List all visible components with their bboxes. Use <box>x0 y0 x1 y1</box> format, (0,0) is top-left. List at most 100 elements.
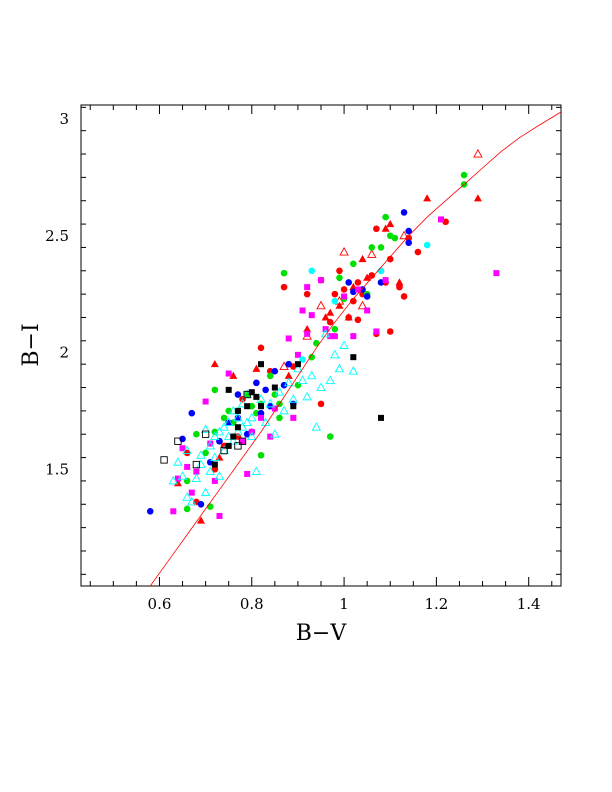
data-point <box>206 503 214 510</box>
data-point <box>253 379 260 387</box>
data-point <box>271 405 278 412</box>
data-point <box>391 234 399 242</box>
data-point <box>303 324 312 333</box>
data-point <box>220 414 228 422</box>
data-point <box>220 446 228 455</box>
data-point <box>438 216 444 223</box>
data-point <box>200 487 211 497</box>
data-point <box>265 398 275 408</box>
data-point <box>294 381 302 389</box>
data-point <box>229 371 238 379</box>
data-point <box>243 390 251 399</box>
data-point <box>331 290 339 298</box>
data-point <box>238 437 247 445</box>
x-tick-label: 1 <box>339 595 349 613</box>
data-point <box>211 386 219 394</box>
data-point <box>280 269 288 277</box>
data-point <box>327 333 334 340</box>
data-point <box>423 194 432 202</box>
data-point <box>202 449 209 457</box>
y-tick-label: 1.5 <box>45 460 69 478</box>
data-point <box>423 241 431 249</box>
data-point <box>247 412 257 422</box>
data-point <box>326 308 335 316</box>
data-point <box>382 277 389 284</box>
data-point <box>211 465 219 473</box>
data-point <box>183 477 191 485</box>
data-point <box>179 435 186 443</box>
data-point <box>400 293 408 300</box>
data-point <box>173 479 182 487</box>
data-point <box>257 409 265 417</box>
data-point <box>358 254 367 263</box>
data-point <box>399 230 409 240</box>
data-point <box>357 300 368 310</box>
data-point <box>330 349 340 359</box>
data-point <box>193 468 200 475</box>
data-point <box>280 283 288 291</box>
data-point <box>257 451 265 459</box>
data-point <box>299 356 306 363</box>
data-point <box>182 492 192 501</box>
data-point <box>225 370 232 377</box>
data-point <box>202 398 209 405</box>
data-point <box>196 450 206 459</box>
data-point <box>316 300 326 310</box>
data-point <box>177 471 188 480</box>
data-point <box>271 384 278 391</box>
data-point <box>279 405 289 415</box>
data-point <box>297 375 308 384</box>
data-point <box>293 363 303 373</box>
data-point <box>350 333 357 340</box>
data-point <box>354 279 362 286</box>
data-point <box>473 148 483 158</box>
data-point <box>183 505 191 513</box>
data-point <box>290 414 297 421</box>
data-point <box>308 312 315 319</box>
data-point <box>258 361 264 368</box>
data-point <box>210 431 220 441</box>
data-point <box>253 393 260 400</box>
data-point <box>363 273 372 281</box>
data-point <box>160 456 168 464</box>
data-point <box>336 274 343 282</box>
data-point <box>382 213 389 221</box>
data-point <box>192 460 201 469</box>
x-tick-label: 0.8 <box>240 595 264 613</box>
data-point <box>234 391 242 398</box>
data-point <box>350 297 357 305</box>
data-point <box>200 424 211 434</box>
data-point <box>304 284 311 291</box>
data-point <box>405 227 412 235</box>
data-point <box>400 209 408 216</box>
data-point <box>345 279 352 286</box>
data-point <box>266 372 274 380</box>
data-point <box>170 508 177 515</box>
data-point <box>307 370 317 380</box>
data-point <box>368 272 376 279</box>
data-point <box>174 437 182 445</box>
data-point <box>377 244 385 251</box>
data-point <box>183 449 191 457</box>
data-point <box>336 267 343 275</box>
data-point <box>271 367 279 375</box>
data-point <box>339 340 349 349</box>
data-point <box>283 377 294 387</box>
data-point <box>344 313 353 321</box>
data-point <box>262 386 269 394</box>
data-point <box>225 386 232 393</box>
data-point <box>248 389 255 396</box>
data-point <box>251 466 262 476</box>
data-point <box>373 328 380 335</box>
data-point <box>211 461 218 468</box>
data-point <box>321 313 330 321</box>
data-point <box>493 270 500 277</box>
x-tick-label: 1.2 <box>424 595 448 613</box>
data-point <box>290 403 297 410</box>
data-point <box>252 364 261 372</box>
data-point <box>294 361 301 368</box>
data-point <box>228 436 239 445</box>
data-point <box>234 407 241 414</box>
data-point <box>350 354 357 361</box>
